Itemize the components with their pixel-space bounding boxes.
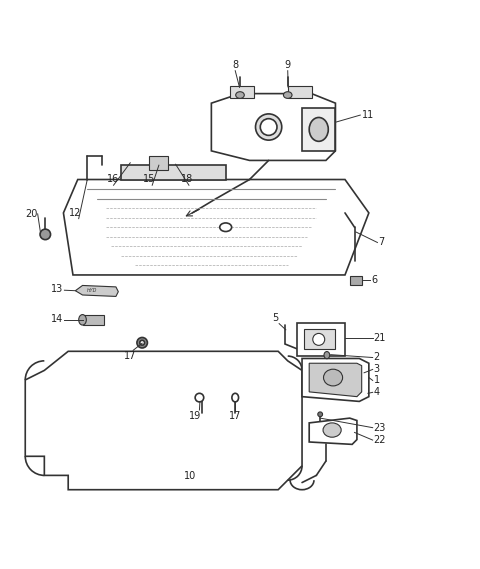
Text: 21: 21 bbox=[373, 333, 386, 343]
Ellipse shape bbox=[283, 92, 292, 98]
Text: 3: 3 bbox=[373, 364, 380, 374]
Polygon shape bbox=[297, 323, 345, 356]
Bar bbox=[230, 86, 254, 98]
Ellipse shape bbox=[324, 369, 343, 386]
Ellipse shape bbox=[79, 315, 86, 325]
Ellipse shape bbox=[40, 229, 50, 240]
Bar bbox=[149, 156, 168, 170]
Ellipse shape bbox=[140, 340, 144, 345]
Text: 23: 23 bbox=[373, 423, 386, 432]
Ellipse shape bbox=[255, 114, 282, 140]
Text: 6: 6 bbox=[371, 275, 377, 284]
Polygon shape bbox=[75, 286, 118, 296]
Polygon shape bbox=[25, 351, 302, 490]
Text: 1: 1 bbox=[373, 375, 380, 385]
Polygon shape bbox=[63, 179, 369, 275]
Text: 2: 2 bbox=[373, 352, 380, 362]
Ellipse shape bbox=[195, 393, 204, 402]
Text: 14: 14 bbox=[51, 314, 63, 324]
Text: 18: 18 bbox=[181, 174, 193, 184]
Ellipse shape bbox=[324, 352, 330, 358]
Bar bbox=[350, 276, 362, 284]
Text: 7: 7 bbox=[378, 237, 384, 246]
Bar bbox=[304, 329, 336, 349]
Text: 12: 12 bbox=[69, 208, 82, 218]
Ellipse shape bbox=[313, 333, 324, 345]
Text: 9: 9 bbox=[285, 60, 291, 70]
Text: HYD: HYD bbox=[87, 288, 97, 293]
Text: 19: 19 bbox=[189, 411, 201, 421]
Text: 16: 16 bbox=[108, 174, 120, 184]
Text: 5: 5 bbox=[272, 313, 278, 323]
Text: 4: 4 bbox=[373, 387, 380, 397]
Polygon shape bbox=[302, 358, 369, 401]
Ellipse shape bbox=[236, 92, 244, 98]
Polygon shape bbox=[309, 363, 362, 397]
Text: 15: 15 bbox=[143, 174, 156, 184]
Ellipse shape bbox=[220, 223, 232, 232]
Text: 17: 17 bbox=[124, 351, 136, 361]
Text: 17: 17 bbox=[229, 411, 241, 421]
Ellipse shape bbox=[309, 117, 328, 141]
Text: 22: 22 bbox=[373, 435, 386, 444]
Text: 20: 20 bbox=[25, 209, 37, 219]
Text: 13: 13 bbox=[51, 284, 63, 294]
Text: 10: 10 bbox=[184, 471, 196, 481]
Polygon shape bbox=[309, 418, 357, 444]
Ellipse shape bbox=[260, 119, 277, 135]
Bar bbox=[83, 315, 104, 325]
Polygon shape bbox=[211, 94, 336, 160]
Text: 8: 8 bbox=[232, 60, 238, 70]
Ellipse shape bbox=[318, 412, 323, 417]
Polygon shape bbox=[120, 165, 226, 179]
Ellipse shape bbox=[323, 423, 341, 437]
Ellipse shape bbox=[232, 393, 239, 402]
Text: 11: 11 bbox=[362, 110, 374, 120]
Ellipse shape bbox=[137, 337, 147, 348]
Polygon shape bbox=[302, 108, 336, 151]
Bar bbox=[288, 86, 312, 98]
